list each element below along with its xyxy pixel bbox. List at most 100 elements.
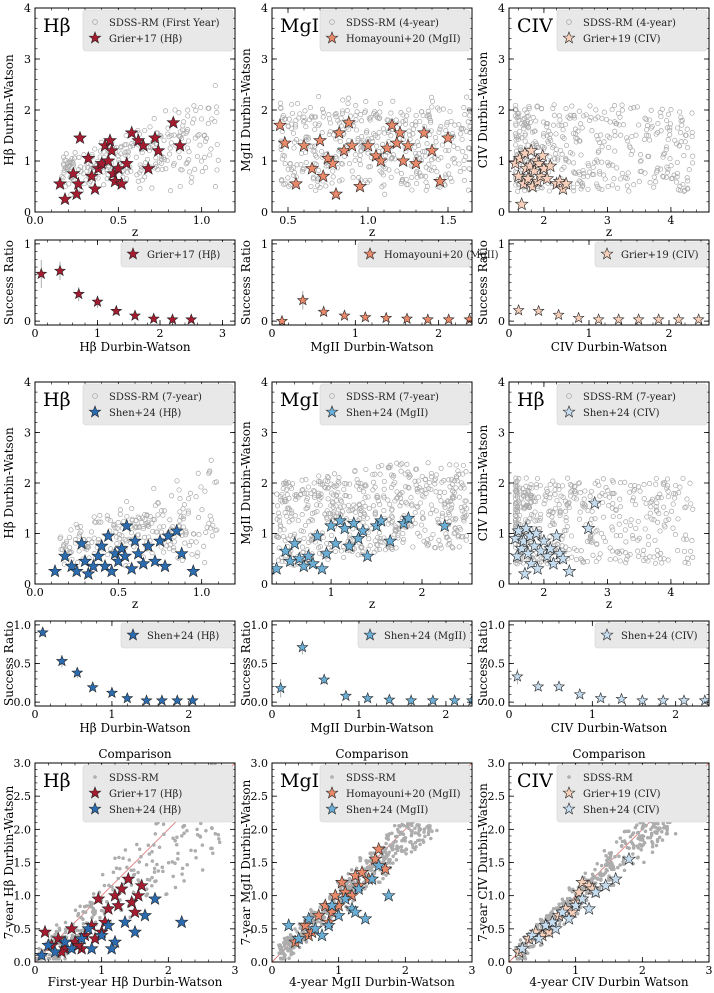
sdss-rm-point [290,482,294,486]
sdss-rm-point [405,848,408,851]
star-point [86,942,98,954]
sdss-rm-point [287,949,290,952]
sdss-rm-point [437,495,441,499]
sdss-rm-point [439,499,443,503]
sdss-rm-point [618,505,622,509]
sdss-rm-point [132,891,135,894]
sdss-rm-point [162,823,165,826]
sdss-rm-point [114,857,117,860]
sdss-rm-point [134,155,138,159]
sdss-rm-point [284,954,287,957]
legend-label: Shen+24 (Hβ) [109,408,181,419]
sdss-rm-point [416,824,419,827]
sdss-rm-point [432,165,436,169]
legend-label: Shen+24 (MgII) [346,408,428,419]
sdss-rm-point [74,909,77,912]
star-point [443,314,454,324]
sdss-rm-point [378,101,382,105]
sdss-rm-point [351,175,355,179]
sdss-rm-point [552,113,556,117]
sdss-rm-point [685,497,689,501]
sdss-rm-point [618,497,622,501]
sdss-rm-point [567,548,571,552]
sdss-rm-point [213,83,217,87]
sdss-rm-point [428,512,432,516]
star-point [149,893,161,905]
sdss-rm-point [157,870,160,873]
data-layer [509,476,695,579]
y-tick-label: 0 [498,578,505,591]
sdss-rm-point [637,179,641,183]
chart-panel-c3: 2 3 401234zCIV Durbin-WatsonHβ SDSS-RM (7-y… [476,376,709,611]
sdss-rm-point [658,110,662,114]
sdss-rm-point [215,110,219,114]
sdss-rm-point [411,545,415,549]
sdss-rm-point [438,490,442,494]
sdss-rm-point [553,492,557,496]
sdss-rm-point [389,111,393,115]
x-tick-label: 0 [32,327,39,340]
panel-label: Hβ [43,15,71,37]
sdss-rm-point [347,138,351,142]
sdss-rm-point [579,153,583,157]
sdss-rm-point [79,905,82,908]
sdss-rm-point [600,145,604,149]
sdss-rm-point [201,844,204,847]
sdss-rm-point [564,515,568,519]
sdss-rm-point [396,849,399,852]
sdss-rm-point [275,504,279,508]
sdss-rm-point [111,885,114,888]
sdss-rm-point [446,164,450,168]
sdss-rm-point [61,176,65,180]
star-point [381,313,392,323]
sdss-rm-point [448,463,452,467]
sdss-rm-point [660,107,664,111]
legend-label: Homayouni+20 (MgII) [346,34,461,45]
star-point [126,126,138,138]
sdss-rm-point [172,548,176,552]
sdss-rm-point [668,133,672,137]
sdss-rm-point [194,495,198,499]
sdss-rm-point [214,832,217,835]
star-point [122,693,132,703]
chart-panel-c1: 0.0 0.5 1.001234zHβ Durbin-WatsonHβ SDSS-RM… [2,376,235,611]
sdss-rm-point [648,555,652,559]
sdss-rm-point [624,520,628,524]
sdss-rm-point [601,515,605,519]
sdss-rm-point [357,158,361,162]
sdss-rm-point [382,877,385,880]
sdss-rm-point [623,869,626,872]
sdss-rm-point [423,831,426,834]
x-axis-label: Hβ Durbin-Watson [79,721,191,735]
sdss-rm-point [404,836,407,839]
sdss-rm-point [643,171,647,175]
sdss-rm-point [145,894,148,897]
sdss-rm-point [558,118,562,122]
sdss-rm-point [394,835,397,838]
sdss-rm-point [325,474,329,478]
y-tick-label: 2.0 [251,823,269,836]
star-point [595,693,606,703]
legend-label: Shen+24 (MgII) [346,805,428,816]
sdss-rm-point [437,538,441,542]
sdss-rm-point [145,863,148,866]
sdss-rm-point [161,513,165,517]
sdss-rm-point [172,540,176,544]
sdss-rm-point [366,495,370,499]
sdss-rm-point [304,125,308,129]
sdss-rm-point [317,474,321,478]
star-point [102,530,114,542]
sdss-rm-point [561,128,565,132]
sdss-rm-point [320,924,323,927]
x-tick-label: 2 [442,708,449,721]
sdss-rm-point [664,518,668,522]
star-point [176,916,188,928]
sdss-rm-point [92,893,95,896]
chart-panel-b1: 0 1 2 301Hβ Durbin-WatsonSuccess Ratio Grier… [2,238,235,354]
sdss-rm-point [197,532,201,536]
sdss-rm-point [385,842,388,845]
sdss-rm-point [204,530,208,534]
sdss-rm-point [140,178,144,182]
y-tick-label: 3 [261,427,268,440]
sdss-rm-point [354,128,358,132]
